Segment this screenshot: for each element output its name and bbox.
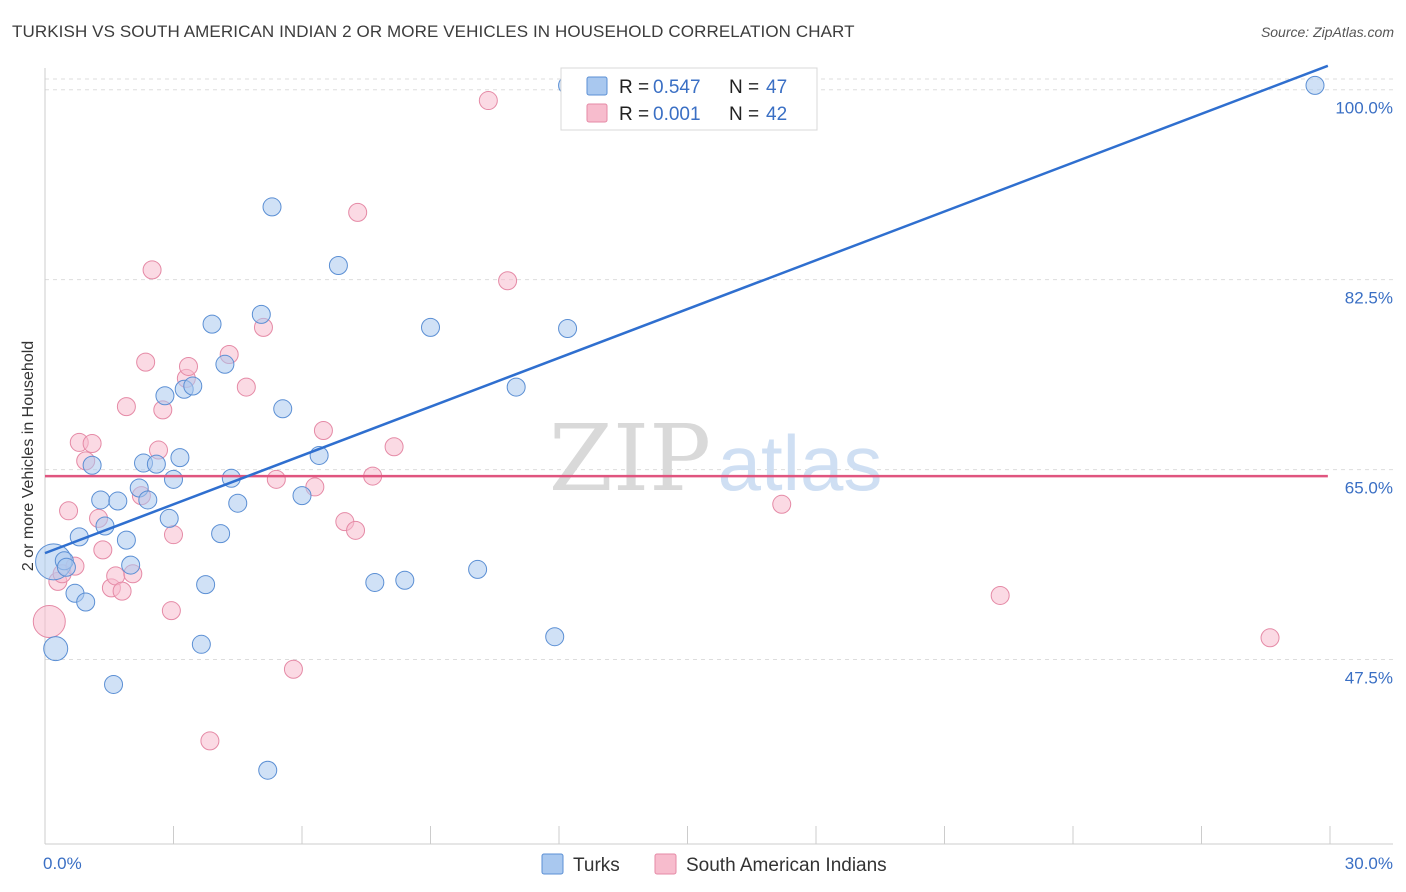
turks-point — [421, 317, 440, 337]
bottom-legend-swatch-sai — [654, 853, 677, 875]
turks-point — [328, 256, 348, 276]
sai-point — [82, 434, 102, 454]
sai-point — [32, 605, 66, 639]
turks-point — [159, 508, 179, 528]
legend-r-value-turks: 0.547 — [653, 77, 701, 98]
sai-point — [283, 659, 303, 679]
turks-point — [545, 627, 565, 647]
chart-title: TURKISH VS SOUTH AMERICAN INDIAN 2 OR MO… — [12, 22, 855, 41]
legend-box: R = 0.547 N = 47 R = 0.001 N = 42 — [560, 67, 818, 131]
sai-point — [990, 585, 1010, 605]
turks-point — [262, 197, 282, 217]
y-tick-label: 65.0% — [1345, 479, 1393, 498]
turks-point — [121, 555, 141, 575]
turks-point — [506, 377, 526, 397]
turks-point — [196, 575, 216, 595]
turks-point — [43, 636, 69, 662]
gridlines — [45, 78, 1393, 660]
sai-point — [200, 731, 220, 751]
sai-point — [313, 420, 333, 440]
watermark-zip: ZIP — [549, 405, 711, 512]
x-tick-label-min: 0.0% — [43, 854, 82, 873]
axes — [44, 68, 1393, 845]
legend-n-value-sai: 42 — [766, 104, 787, 125]
turks-point — [468, 559, 488, 579]
sai-point — [59, 501, 79, 521]
turks-point — [155, 386, 175, 406]
bottom-legend-label-sai: South American Indians — [686, 855, 887, 876]
turks-point — [76, 592, 96, 612]
legend-swatch-turks — [586, 76, 608, 96]
sai-point — [164, 525, 183, 545]
sai-point — [266, 469, 286, 489]
bottom-legend-label-turks: Turks — [573, 855, 620, 876]
sai-point — [348, 202, 368, 222]
legend-r-label-turks: R = — [619, 77, 649, 98]
turks-point — [183, 376, 203, 396]
sai-point — [498, 271, 518, 291]
sai-point — [136, 352, 156, 372]
legend-swatch-sai — [586, 103, 608, 123]
turks-point — [82, 455, 102, 475]
turks-point — [170, 448, 190, 468]
sai-point — [772, 494, 792, 514]
turks-point — [215, 354, 235, 374]
turks-point — [104, 674, 124, 694]
y-tick-label: 100.0% — [1335, 99, 1393, 118]
legend-r-value-sai: 0.001 — [653, 104, 701, 125]
y-tick-label: 47.5% — [1345, 668, 1393, 687]
turks-point — [365, 572, 385, 592]
trend-lines — [44, 64, 1329, 555]
y-tick-label: 82.5% — [1345, 289, 1393, 308]
legend-n-value-turks: 47 — [766, 77, 787, 98]
turks-point — [191, 634, 211, 654]
south-american-indians-points — [32, 91, 1280, 751]
source-note: Source: ZipAtlas.com — [1260, 24, 1394, 40]
y-tick-labels: 47.5% 65.0% 82.5% 100.0% — [1335, 99, 1393, 688]
turks-point — [56, 557, 76, 577]
sai-point — [116, 397, 136, 417]
turks-point — [164, 469, 183, 489]
sai-point — [384, 437, 404, 457]
sai-point — [1260, 628, 1280, 648]
bottom-legend-swatch-turks — [541, 853, 564, 875]
turks-point — [228, 493, 248, 513]
turks-point — [258, 760, 278, 780]
turks-point — [273, 399, 293, 419]
sai-point — [346, 520, 366, 540]
x-tick-label-max: 30.0% — [1345, 854, 1393, 873]
watermark-atlas: atlas — [718, 419, 883, 507]
sai-point — [93, 540, 113, 560]
legend-n-label-turks: N = — [729, 77, 759, 98]
sai-point — [236, 377, 256, 397]
turks-point — [211, 524, 231, 544]
sai-point — [161, 601, 181, 621]
turks-point — [138, 490, 158, 510]
sai-point — [112, 581, 132, 601]
bottom-legend: Turks South American Indians — [541, 853, 887, 876]
turks-point — [108, 491, 128, 511]
turks-point — [251, 304, 271, 324]
turks-point — [91, 490, 111, 510]
turks-point — [292, 486, 312, 506]
turks-point — [395, 570, 415, 590]
sai-point — [142, 260, 162, 280]
turks-trend-line — [44, 64, 1329, 555]
legend-n-label-sai: N = — [729, 104, 759, 125]
turks-point — [116, 530, 136, 550]
sai-point — [178, 356, 198, 376]
turks-point — [558, 318, 578, 338]
y-axis-title: 2 or more Vehicles in Household — [20, 341, 37, 571]
sai-point — [478, 91, 498, 111]
turks-point — [202, 314, 222, 334]
turks-point — [1305, 75, 1325, 95]
legend-r-label-sai: R = — [619, 104, 649, 125]
turks-point — [146, 454, 166, 474]
x-ticks — [44, 826, 1331, 844]
